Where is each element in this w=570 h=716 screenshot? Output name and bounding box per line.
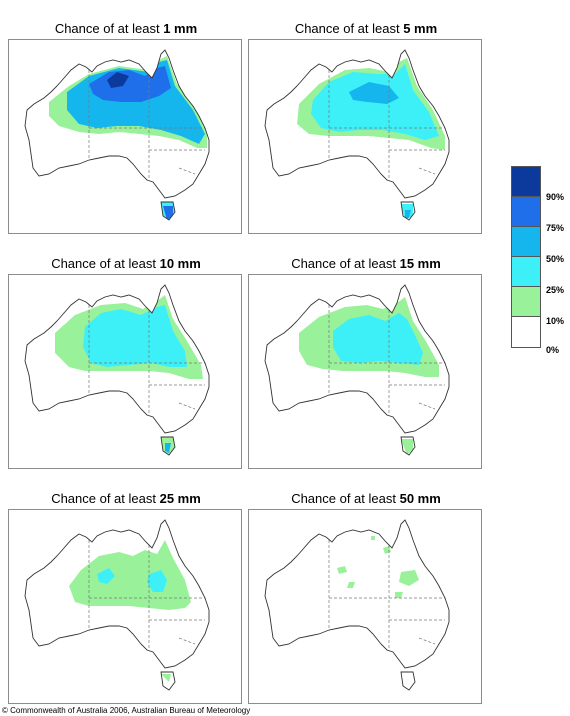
legend-color-bar — [511, 166, 541, 348]
probability-region — [161, 674, 171, 682]
australia-map — [8, 274, 242, 469]
coastline — [24, 519, 210, 669]
legend-label: 90% — [546, 192, 565, 202]
probability-region — [69, 540, 191, 610]
rainfall-probability-shading — [297, 58, 445, 220]
coastline — [160, 436, 176, 456]
panel-title: Chance of at least 5 mm — [294, 21, 438, 36]
coastline — [264, 284, 450, 434]
panel-title: Chance of at least 50 mm — [291, 491, 441, 506]
coastline — [400, 671, 416, 691]
probability-legend: 90% 75% 50% 25% 10% 0% — [511, 166, 564, 355]
coastline — [160, 201, 176, 221]
map-panel-15mm: Chance of at least 15 mm — [248, 254, 484, 469]
map-panel-25mm: Chance of at least 25 mm — [8, 489, 244, 704]
legend-label: 10% — [546, 316, 565, 326]
legend-label: 25% — [546, 285, 565, 295]
probability-region — [401, 439, 413, 455]
coastline — [264, 519, 450, 669]
copyright-notice: © Commonwealth of Australia 2006, Austra… — [2, 706, 251, 715]
panel-title: Chance of at least 15 mm — [291, 256, 441, 271]
state-border — [418, 637, 436, 645]
probability-region — [349, 82, 399, 104]
coastline — [400, 201, 416, 221]
probability-region — [163, 206, 173, 220]
coastline — [400, 436, 416, 456]
coastline — [160, 671, 176, 691]
australia-map — [8, 509, 242, 704]
coastline — [24, 284, 210, 434]
coastline — [24, 49, 210, 199]
probability-region — [165, 443, 171, 453]
probability-region — [333, 313, 423, 365]
state-border — [178, 402, 196, 410]
panel-title: Chance of at least 25 mm — [51, 491, 201, 506]
legend-label: 50% — [546, 254, 565, 264]
rainfall-probability-shading — [69, 540, 191, 682]
panel-title: Chance of at least 10 mm — [51, 256, 201, 271]
probability-region — [371, 536, 375, 540]
probability-region — [97, 568, 115, 584]
map-panel-10mm: Chance of at least 10 mm — [8, 254, 244, 469]
legend-swatch-10 — [512, 287, 540, 317]
probability-region — [399, 570, 419, 586]
legend-label: 75% — [546, 223, 565, 233]
coastline — [264, 49, 450, 199]
legend-swatch-0 — [512, 317, 540, 347]
rainfall-probability-shading — [55, 295, 203, 455]
legend-label: 0% — [546, 345, 560, 355]
probability-region — [405, 210, 411, 218]
probability-region — [383, 546, 391, 554]
state-border — [178, 167, 196, 175]
probability-region — [347, 582, 355, 588]
panel-title: Chance of at least 1 mm — [54, 21, 198, 36]
probability-region — [395, 592, 403, 598]
australia-map — [248, 274, 482, 469]
australia-map — [8, 39, 242, 234]
rainfall-probability-shading — [49, 56, 207, 220]
state-border — [418, 167, 436, 175]
legend-swatch-25 — [512, 257, 540, 287]
australia-map — [248, 509, 482, 704]
legend-swatch-90 — [512, 167, 540, 197]
legend-swatch-75 — [512, 197, 540, 227]
australia-map — [248, 39, 482, 234]
state-border — [418, 402, 436, 410]
probability-region — [337, 566, 347, 574]
map-panel-5mm: Chance of at least 5 mm — [248, 19, 484, 234]
state-border — [178, 637, 196, 645]
map-panel-1mm: Chance of at least 1 mm — [8, 19, 244, 234]
probability-region — [107, 72, 129, 88]
rainfall-probability-shading — [337, 536, 419, 598]
rainfall-probability-shading — [299, 297, 439, 455]
legend-swatch-50 — [512, 227, 540, 257]
probability-region — [83, 305, 187, 367]
map-panel-50mm: Chance of at least 50 mm — [248, 489, 484, 704]
probability-region — [147, 570, 167, 592]
